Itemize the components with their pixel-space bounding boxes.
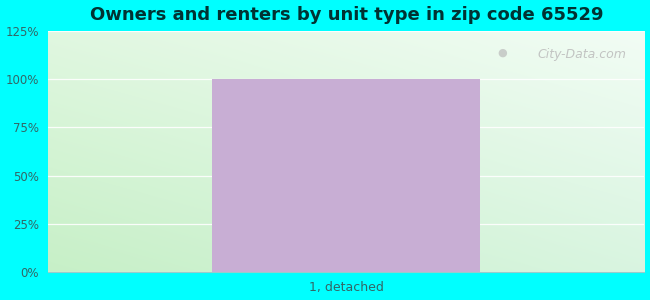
Bar	[212, 79, 480, 272]
Title: Owners and renters by unit type in zip code 65529: Owners and renters by unit type in zip c…	[90, 6, 603, 24]
Text: ●: ●	[497, 48, 507, 58]
Text: City-Data.com: City-Data.com	[538, 48, 627, 61]
